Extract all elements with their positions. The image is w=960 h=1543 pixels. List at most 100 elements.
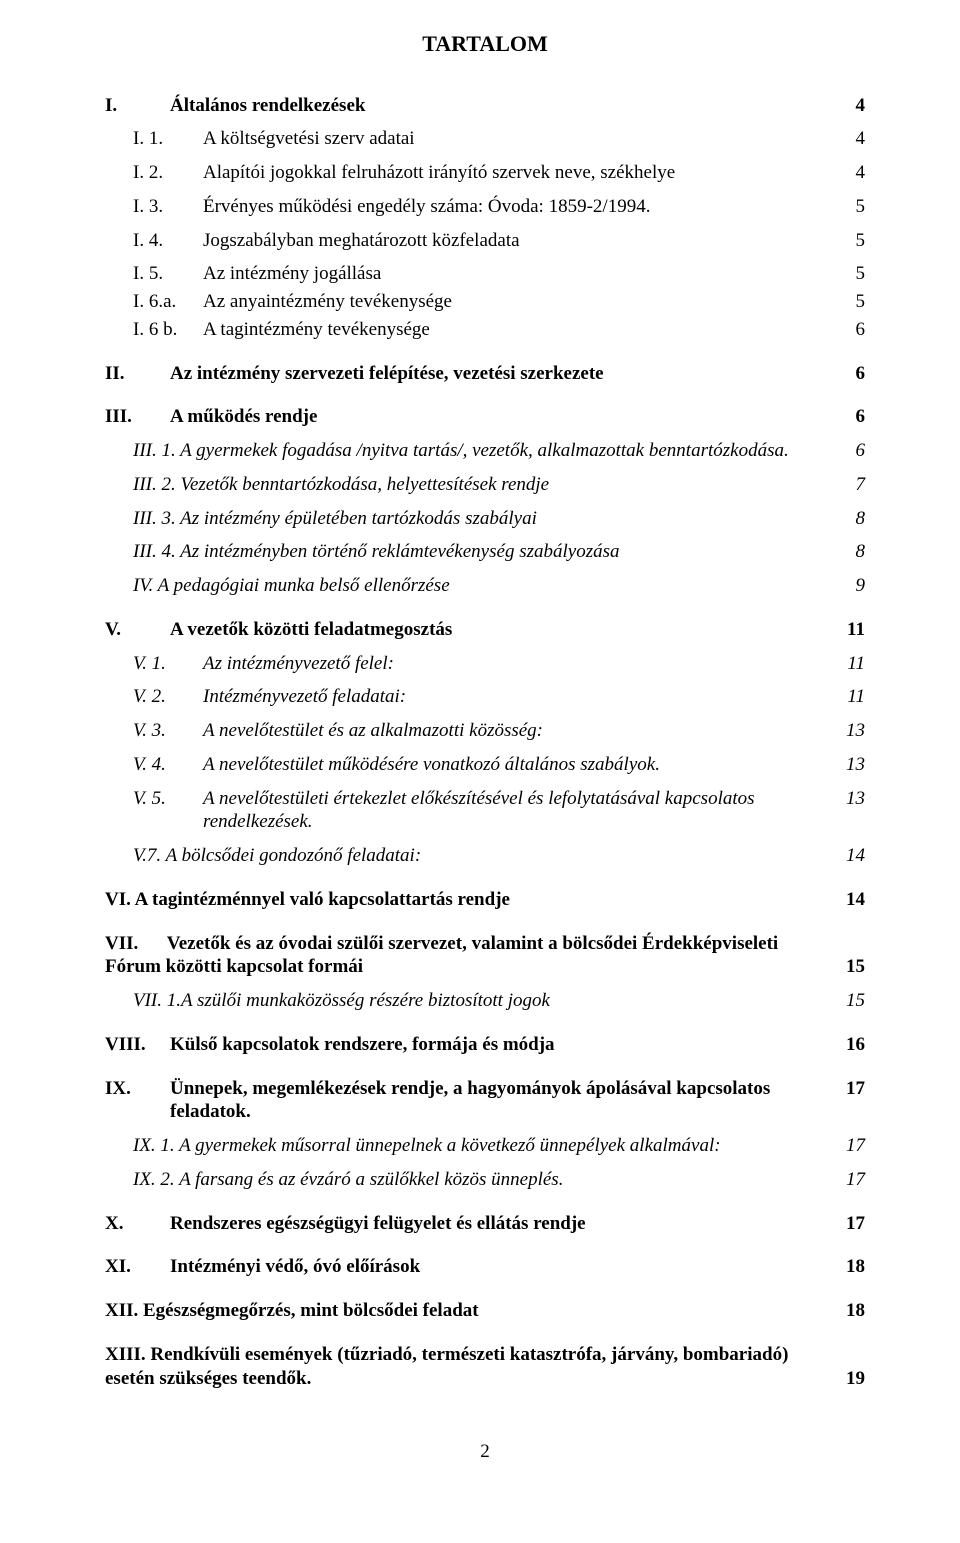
toc-page: 6 <box>835 439 865 463</box>
toc-row: I. 1.A költségvetési szerv adatai4 <box>105 127 865 151</box>
toc-label: XIII. Rendkívüli események (tűzriadó, te… <box>105 1343 835 1391</box>
toc-row: V. 1.Az intézményvezető felel:11 <box>105 652 865 676</box>
toc-page: 17 <box>835 1134 865 1158</box>
toc-label: Az intézmény szervezeti felépítése, veze… <box>160 362 835 386</box>
toc-row: V. 3. A nevelőtestület és az alkalmazott… <box>105 719 865 743</box>
toc-page: 11 <box>835 618 865 642</box>
toc-num: I. <box>105 94 160 118</box>
toc-page: 5 <box>835 290 865 314</box>
toc-num: I. 6.a. <box>133 290 193 314</box>
toc-label: Alapítói jogokkal felruházott irányító s… <box>193 161 835 185</box>
toc-label: Jogszabályban meghatározott közfeladata <box>193 229 835 253</box>
toc-row: IV. A pedagógiai munka belső ellenőrzése… <box>105 574 865 598</box>
toc-label: A nevelőtestület és az alkalmazotti közö… <box>193 719 835 743</box>
toc-page: 5 <box>835 195 865 219</box>
toc-label: Ünnepek, megemlékezések rendje, a hagyom… <box>160 1077 835 1125</box>
toc-page: 17 <box>835 1168 865 1192</box>
toc-label: A költségvetési szerv adatai <box>193 127 835 151</box>
toc-page: 18 <box>835 1299 865 1323</box>
toc-row: III. 2. Vezetők benntartózkodása, helyet… <box>105 473 865 497</box>
toc-page: 14 <box>835 888 865 912</box>
toc-row: VII. Vezetők és az óvodai szülői szervez… <box>105 932 865 980</box>
toc-row: I. 6 b.A tagintézmény tevékenysége6 <box>105 318 865 342</box>
toc-page: 15 <box>835 989 865 1013</box>
toc-num: V. <box>105 618 160 642</box>
toc-label: III. 3. Az intézmény épületében tartózko… <box>133 507 835 531</box>
toc-label: V.7. A bölcsődei gondozónő feladatai: <box>133 844 835 868</box>
toc-page: 4 <box>835 94 865 118</box>
toc-label: Külső kapcsolatok rendszere, formája és … <box>160 1033 835 1057</box>
toc-page: 13 <box>835 753 865 777</box>
toc-row: V. 4. A nevelőtestület működésére vonatk… <box>105 753 865 777</box>
toc-row: I. 4.Jogszabályban meghatározott közfela… <box>105 229 865 253</box>
toc-row: IX. 1. A gyermekek műsorral ünnepelnek a… <box>105 1134 865 1158</box>
page-number: 2 <box>105 1440 865 1464</box>
toc-page: 19 <box>835 1367 865 1391</box>
toc-container: I.Általános rendelkezések4I. 1.A költség… <box>105 94 865 1391</box>
toc-page: 15 <box>835 955 865 979</box>
toc-label: Az intézményvezető felel: <box>193 652 835 676</box>
toc-num: III. <box>105 405 160 429</box>
toc-row: V. 2.Intézményvezető feladatai:11 <box>105 685 865 709</box>
toc-page: 6 <box>835 318 865 342</box>
toc-num: I. 2. <box>133 161 193 185</box>
toc-page: 8 <box>835 540 865 564</box>
toc-label: VII. Vezetők és az óvodai szülői szervez… <box>105 932 835 980</box>
toc-page: 13 <box>835 719 865 743</box>
toc-label: III. 4. Az intézményben történő reklámte… <box>133 540 835 564</box>
toc-label: Általános rendelkezések <box>160 94 835 118</box>
toc-num: I. 4. <box>133 229 193 253</box>
toc-label: IX. 2. A farsang és az évzáró a szülőkke… <box>133 1168 835 1192</box>
toc-page: 13 <box>835 787 865 811</box>
toc-page: 14 <box>835 844 865 868</box>
toc-num: V. 3. <box>133 719 193 743</box>
toc-page: 4 <box>835 161 865 185</box>
toc-page: 17 <box>835 1212 865 1236</box>
toc-page: 11 <box>835 652 865 676</box>
toc-row: IX. 2. A farsang és az évzáró a szülőkke… <box>105 1168 865 1192</box>
toc-label: A nevelőtestület működésére vonatkozó ál… <box>193 753 835 777</box>
toc-row: XI.Intézményi védő, óvó előírások18 <box>105 1255 865 1279</box>
toc-row: IX.Ünnepek, megemlékezések rendje, a hag… <box>105 1077 865 1125</box>
toc-row: I. 3.Érvényes működési engedély száma: Ó… <box>105 195 865 219</box>
toc-page: 5 <box>835 229 865 253</box>
toc-label: VII. 1.A szülői munkaközösség részére bi… <box>133 989 835 1013</box>
toc-row: I. 6.a.Az anyaintézmény tevékenysége5 <box>105 290 865 314</box>
toc-row: V.A vezetők közötti feladatmegosztás11 <box>105 618 865 642</box>
toc-num: I. 6 b. <box>133 318 193 342</box>
toc-page: 16 <box>835 1033 865 1057</box>
toc-page: 8 <box>835 507 865 531</box>
toc-num: VIII. <box>105 1033 160 1057</box>
toc-row: VI. A tagintézménnyel való kapcsolattart… <box>105 888 865 912</box>
toc-num: I. 5. <box>133 262 193 286</box>
toc-num: I. 3. <box>133 195 193 219</box>
toc-label: A nevelőtestületi értekezlet előkészítés… <box>193 787 835 835</box>
toc-row: V.7. A bölcsődei gondozónő feladatai:14 <box>105 844 865 868</box>
toc-num: V. 5. <box>133 787 193 811</box>
toc-page: 18 <box>835 1255 865 1279</box>
toc-page: 6 <box>835 405 865 429</box>
toc-label: Az anyaintézmény tevékenysége <box>193 290 835 314</box>
toc-label: A tagintézmény tevékenysége <box>193 318 835 342</box>
toc-page: 5 <box>835 262 865 286</box>
document-title: TARTALOM <box>105 30 865 58</box>
toc-row: V. 5. A nevelőtestületi értekezlet előké… <box>105 787 865 835</box>
toc-label: Az intézmény jogállása <box>193 262 835 286</box>
toc-page: 7 <box>835 473 865 497</box>
toc-row: III. 4. Az intézményben történő reklámte… <box>105 540 865 564</box>
toc-label: Érvényes működési engedély száma: Óvoda:… <box>193 195 835 219</box>
toc-page: 6 <box>835 362 865 386</box>
toc-num: X. <box>105 1212 160 1236</box>
toc-num: I. 1. <box>133 127 193 151</box>
toc-page: 9 <box>835 574 865 598</box>
toc-label: XII. Egészségmegőrzés, mint bölcsődei fe… <box>105 1299 835 1323</box>
toc-row: X.Rendszeres egészségügyi felügyelet és … <box>105 1212 865 1236</box>
toc-label: Intézményi védő, óvó előírások <box>160 1255 835 1279</box>
toc-label: Intézményvezető feladatai: <box>193 685 835 709</box>
toc-row: XII. Egészségmegőrzés, mint bölcsődei fe… <box>105 1299 865 1323</box>
toc-row: XIII. Rendkívüli események (tűzriadó, te… <box>105 1343 865 1391</box>
toc-row: VII. 1.A szülői munkaközösség részére bi… <box>105 989 865 1013</box>
toc-row: III. 3. Az intézmény épületében tartózko… <box>105 507 865 531</box>
toc-num: V. 2. <box>133 685 193 709</box>
toc-label: III. 1. A gyermekek fogadása /nyitva tar… <box>133 439 835 463</box>
